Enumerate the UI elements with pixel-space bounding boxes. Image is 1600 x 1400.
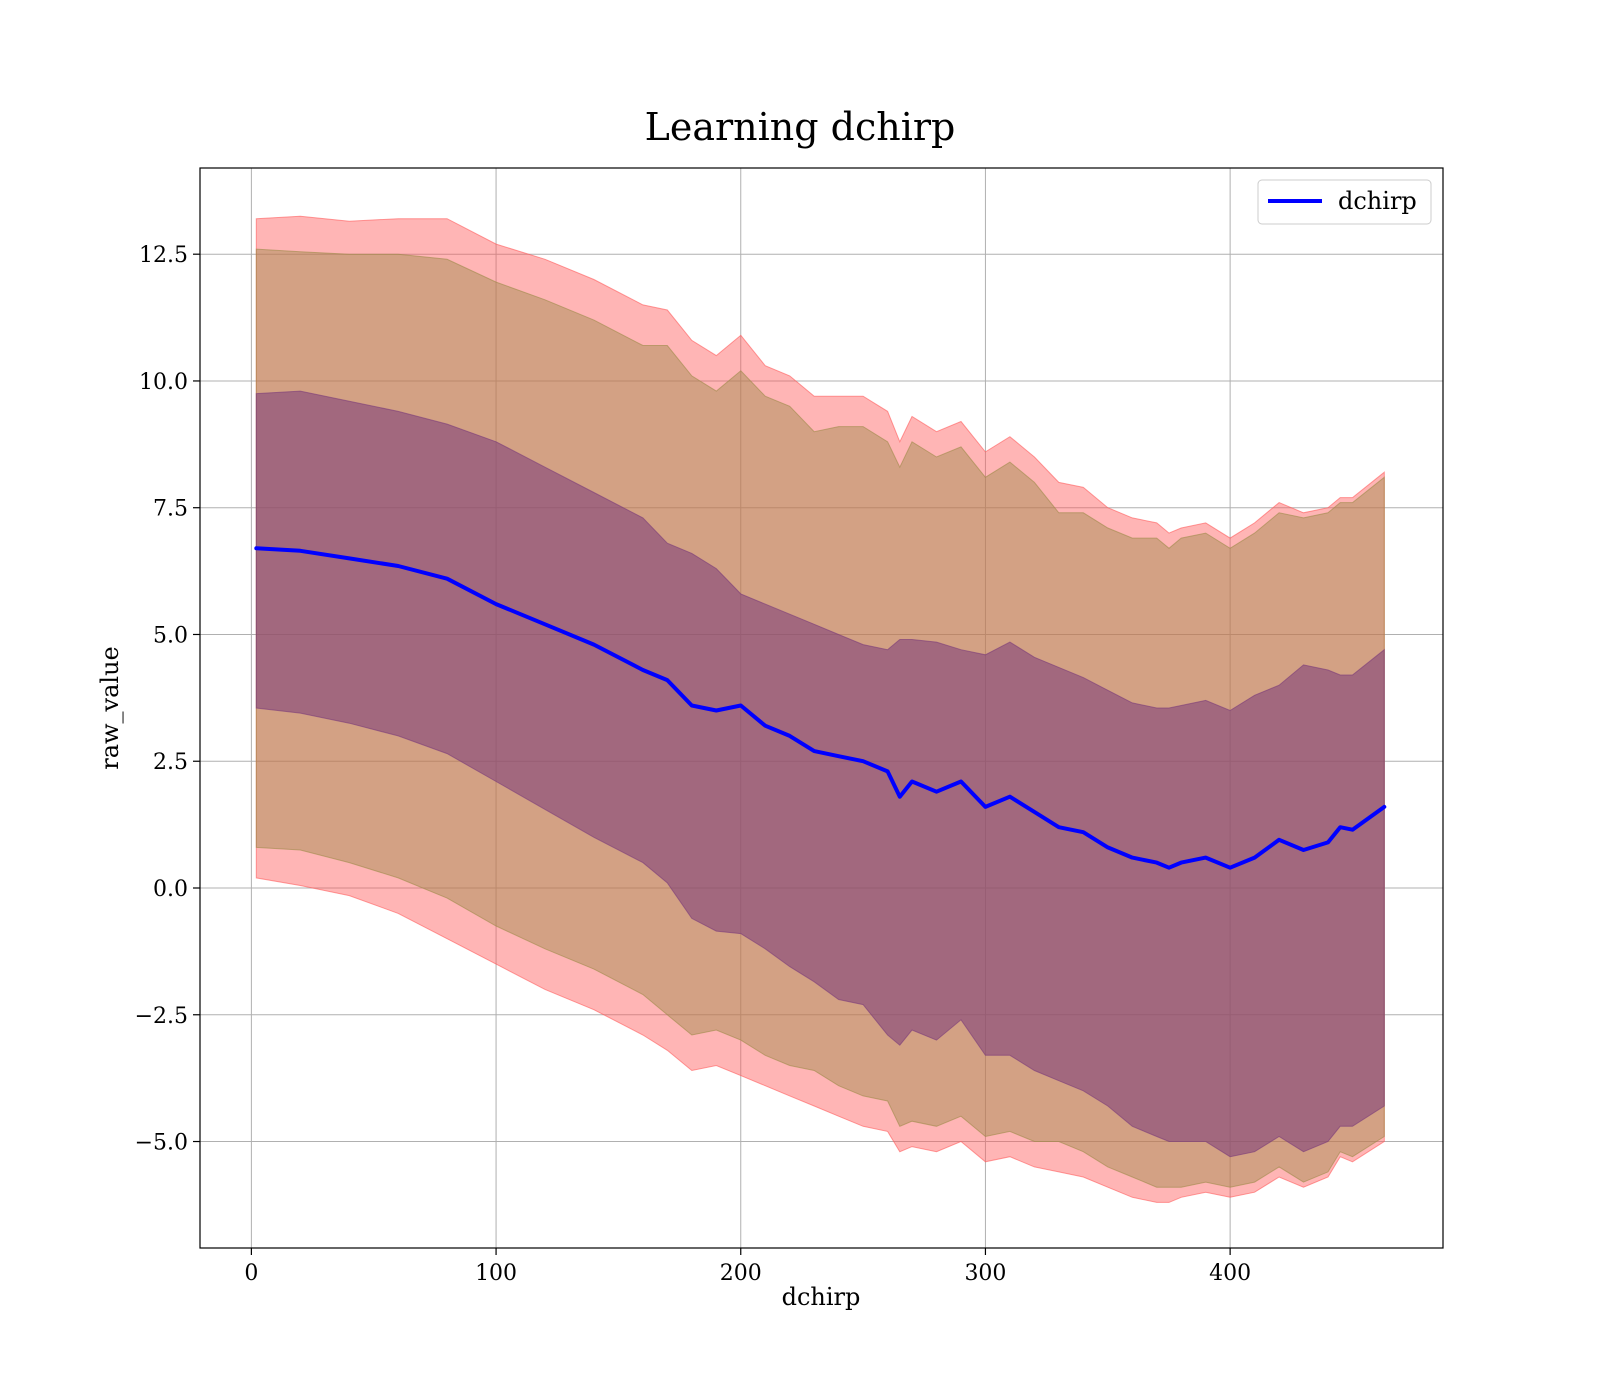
y-tick-label-0: −5.0 [135, 1131, 188, 1156]
chart-title: Learning dchirp [645, 105, 956, 149]
y-tick-label-1: −2.5 [135, 1004, 188, 1029]
y-axis-label: raw_value [96, 646, 124, 770]
uncertainty-bands [255, 215, 1385, 1203]
series-line-dchirp [254, 546, 1387, 870]
x-axis-ticks: 0 100 200 300 400 [244, 1248, 1251, 1286]
x-tick-label-4: 400 [1209, 1261, 1251, 1286]
legend-label-dchirp: dchirp [1338, 187, 1417, 215]
y-tick-label-7: 12.5 [139, 243, 188, 268]
x-tick-label-3: 300 [964, 1261, 1006, 1286]
y-tick-label-2: 0.0 [153, 877, 188, 902]
y-axis-ticks: −5.0 −2.5 0.0 2.5 5.0 7.5 10.0 12.5 [135, 243, 200, 1156]
x-tick-label-2: 200 [720, 1261, 762, 1286]
series-layer [254, 546, 1387, 870]
y-tick-label-4: 5.0 [153, 623, 188, 648]
y-tick-label-3: 2.5 [153, 750, 188, 775]
plot-frame [199, 167, 1444, 1249]
y-tick-label-6: 10.0 [139, 370, 188, 395]
x-tick-label-0: 0 [244, 1261, 258, 1286]
legend: dchirp [1257, 179, 1432, 225]
x-axis-label: dchirp [782, 1283, 861, 1311]
y-tick-label-5: 7.5 [153, 497, 188, 522]
band-sigma-1 [255, 390, 1385, 1158]
legend-box [1257, 179, 1432, 225]
x-tick-label-1: 100 [475, 1261, 517, 1286]
